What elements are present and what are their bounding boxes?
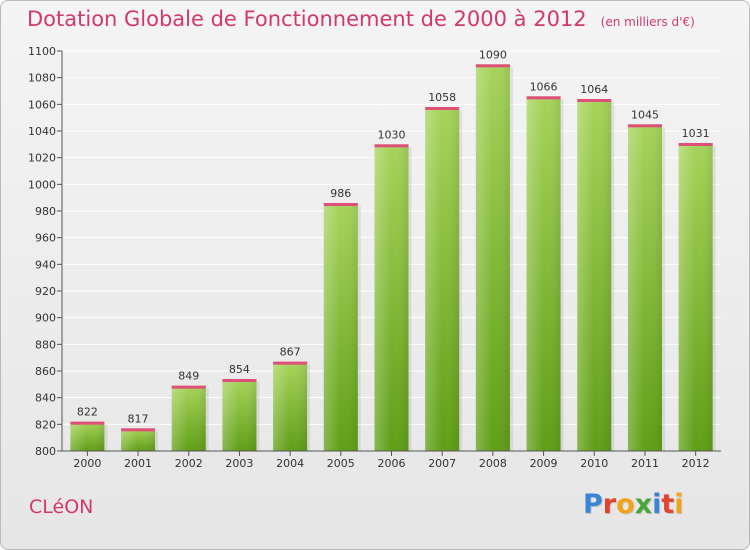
x-tick-label: 2011 <box>631 457 659 470</box>
bar-highlight <box>374 144 409 452</box>
y-tick-label: 840 <box>35 392 56 405</box>
bar-cap <box>577 99 612 102</box>
bar-highlight <box>323 203 358 451</box>
data-label: 817 <box>128 412 149 425</box>
bar-cap <box>475 64 510 68</box>
y-tick-label: 820 <box>35 418 56 431</box>
data-label: 867 <box>280 346 301 359</box>
x-tick-label: 2006 <box>378 457 406 470</box>
y-tick-label: 1040 <box>28 125 56 138</box>
y-tick-label: 1020 <box>28 152 56 165</box>
bar-highlight <box>273 361 308 451</box>
data-label: 986 <box>330 187 351 200</box>
bar-highlight <box>627 124 662 451</box>
bar-cap <box>526 96 561 100</box>
y-tick-label: 900 <box>35 312 56 325</box>
y-tick-label: 880 <box>35 338 56 351</box>
bar-cap <box>627 124 662 128</box>
logo-letter: i <box>674 489 684 520</box>
logo-letter: P <box>583 489 603 520</box>
bar-highlight <box>678 143 713 451</box>
y-tick-label: 800 <box>35 445 56 458</box>
x-tick-label: 2000 <box>73 457 101 470</box>
logo-letter: i <box>652 489 662 520</box>
x-tick-label: 2009 <box>530 457 558 470</box>
bar-cap <box>70 421 105 425</box>
y-tick-label: 960 <box>35 232 56 245</box>
y-tick-label: 860 <box>35 365 56 378</box>
data-label: 1090 <box>479 48 507 61</box>
data-label: 1031 <box>682 127 710 140</box>
bar-highlight <box>171 385 206 451</box>
x-axis: 2000 2001 2002 2003 2004 2005 2006 2007 2008 2009… <box>62 450 721 470</box>
data-labels: 822 817 849 854 867 986 1030 1058 1090 1066 1064 10… <box>77 48 710 425</box>
y-tick-label: 1000 <box>28 178 56 191</box>
y-tick-label: 1060 <box>28 98 56 111</box>
bar-highlight <box>526 96 561 451</box>
chart-title: Dotation Globale de Fonctionnement de 20… <box>27 7 695 31</box>
bar-cap <box>678 143 713 146</box>
data-label: 849 <box>178 370 199 383</box>
title-text: Dotation Globale de Fonctionnement de 20… <box>27 7 587 31</box>
data-label: 1045 <box>631 108 659 121</box>
city-name: CLéON <box>29 496 94 518</box>
data-label: 1064 <box>580 83 608 96</box>
x-tick-label: 2012 <box>682 457 710 470</box>
data-label: 854 <box>229 363 250 376</box>
proxiti-logo: Proxiti <box>583 489 684 520</box>
x-tick-label: 2010 <box>580 457 608 470</box>
bar-highlight <box>475 64 510 452</box>
bar-highlight <box>425 107 460 451</box>
x-tick-label: 2003 <box>225 457 253 470</box>
y-tick-label: 1080 <box>28 72 56 85</box>
bar-cap <box>222 379 257 382</box>
bar-highlight <box>121 428 156 451</box>
y-tick-label: 980 <box>35 205 56 218</box>
y-tick-label: 1100 <box>28 45 56 58</box>
unit-label: (en milliers d'€) <box>600 15 695 29</box>
bar-cap <box>273 361 308 365</box>
x-tick-label: 2002 <box>175 457 203 470</box>
data-label: 1058 <box>428 91 456 104</box>
bar-highlight <box>70 421 105 451</box>
logo-letter: o <box>616 489 635 520</box>
bar-cap <box>171 385 206 389</box>
data-label: 1066 <box>530 80 558 93</box>
logo-letter: x <box>634 489 653 520</box>
logo-letter: t <box>661 489 675 520</box>
data-label: 822 <box>77 406 98 419</box>
y-tick-label: 940 <box>35 258 56 271</box>
bar-cap <box>374 144 409 148</box>
data-label: 1030 <box>378 128 406 141</box>
x-tick-label: 2004 <box>276 457 304 470</box>
bar-highlight <box>577 99 612 451</box>
logo-letter: r <box>602 489 617 520</box>
x-tick-label: 2008 <box>479 457 507 470</box>
bar-cap <box>121 428 156 432</box>
y-axis: 800 820 840 860 880 900 920 940 960 980 1000 1020 10… <box>28 45 63 458</box>
bars <box>70 64 716 452</box>
bar-highlight <box>222 379 257 451</box>
x-tick-label: 2001 <box>124 457 152 470</box>
x-tick-label: 2007 <box>428 457 456 470</box>
bar-cap <box>425 107 460 110</box>
bar-cap <box>323 203 358 206</box>
x-tick-label: 2005 <box>327 457 355 470</box>
y-tick-label: 920 <box>35 285 56 298</box>
